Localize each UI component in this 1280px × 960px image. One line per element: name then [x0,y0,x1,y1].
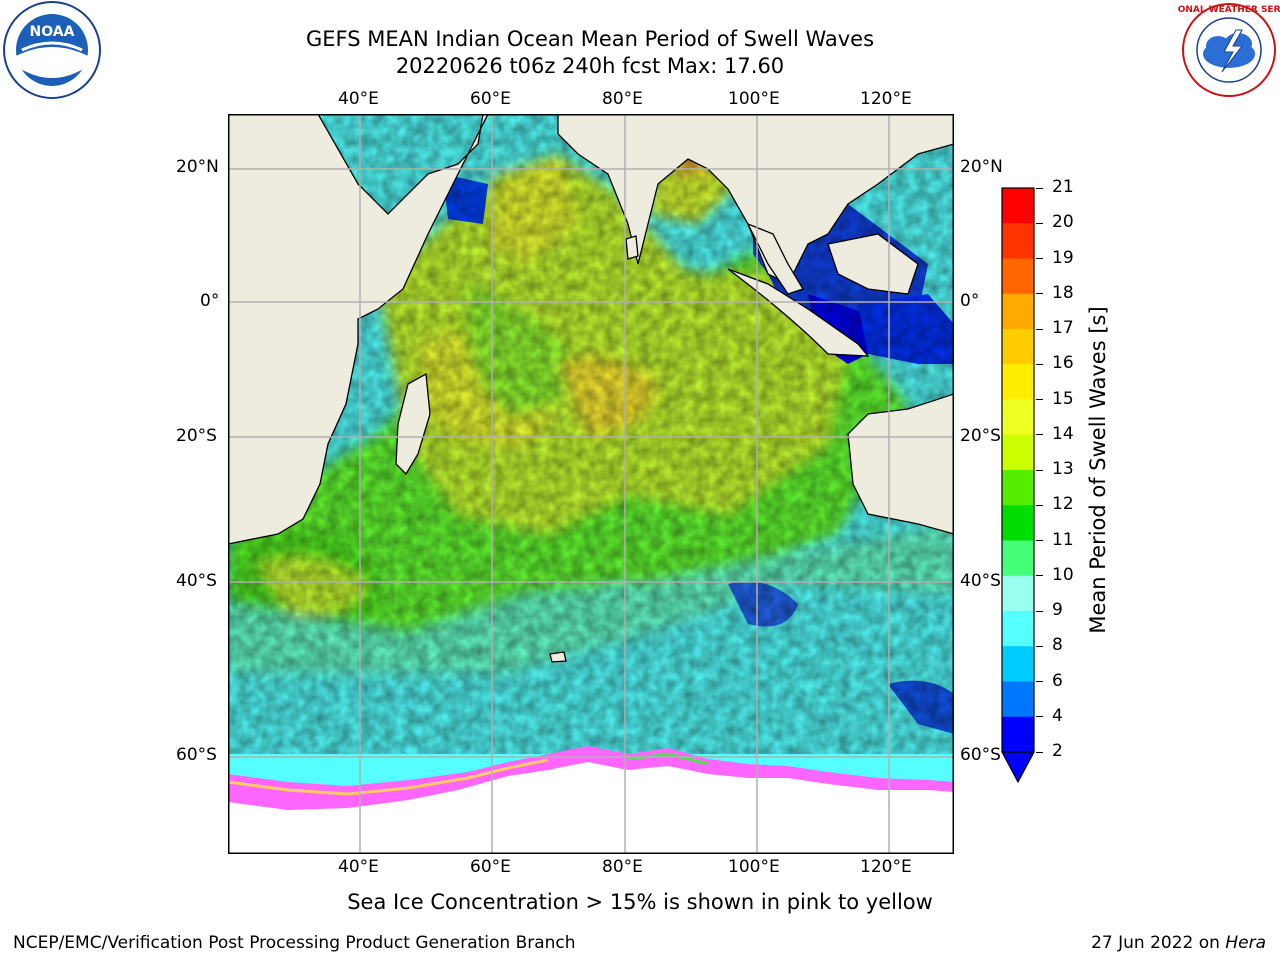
lat-label-right-0: 0° [960,291,980,311]
colorbar-band [1002,611,1034,647]
colorbar-tick-mark [1036,363,1043,365]
map-title: GEFS MEAN Indian Ocean Mean Period of Sw… [305,27,875,51]
lat-label-right-20s: 20°S [960,426,1001,446]
colorbar-tick-label: 13 [1052,459,1074,479]
lat-label-right-60s: 60°S [960,745,1001,765]
colorbar-tick-mark [1036,258,1043,259]
colorbar-tick-label: 10 [1052,564,1074,585]
colorbar-band [1002,223,1034,259]
graticule [228,114,954,854]
lat-label-left-60s: 60°S [176,745,217,765]
colorbar-tick-mark [1036,469,1043,471]
colorbar-tick-mark [1036,716,1043,718]
colorbar-tick-mark [1036,610,1043,612]
nws-logo-text: NATIONAL WEATHER SERVICE [1178,5,1280,15]
colorbar-band [1002,434,1034,471]
noaa-logo: NOAA [0,0,104,104]
colorbar-band [1002,716,1034,753]
colorbar-tick-label: 14 [1052,423,1074,444]
lon-label-bottom-100e: 100°E [728,857,780,877]
colorbar-band [1002,505,1034,541]
lat-label-left-20n: 20°N [176,157,219,177]
colorbar-tick-mark [1036,575,1043,577]
lon-label-top-60e: 60°E [470,89,511,109]
colorbar-tick-mark [1036,328,1043,330]
nws-logo: NATIONAL WEATHER SERVICE [1154,0,1280,100]
colorbar-band [1002,540,1034,577]
colorbar-tick-mark [1036,681,1043,682]
colorbar-band [1002,329,1034,365]
lat-label-left-40s: 40°S [176,571,217,591]
lon-label-top-80e: 80°E [602,89,643,109]
colorbar-tick-mark [1036,187,1043,189]
lon-label-top-100e: 100°E [728,89,780,109]
colorbar-frame [1001,187,1035,753]
lon-label-bottom-60e: 60°E [470,857,511,877]
colorbar-tick-label: 20 [1052,212,1074,233]
date-text: 27 Jun 2022 on Hera [1091,933,1266,953]
colorbar-band [1002,364,1034,400]
colorbar-tick-mark [1036,751,1043,753]
colorbar-tick-mark [1036,293,1043,295]
lat-label-left-0: 0° [200,291,220,311]
colorbar-tick-mark [1036,504,1043,506]
colorbar-tick-label: 4 [1052,705,1063,726]
colorbar-tick-mark [1036,645,1043,647]
lon-label-top-40e: 40°E [338,89,379,109]
lat-label-right-20n: 20°N [960,157,1003,177]
sea-ice-band [228,746,954,854]
colorbar-band [1002,293,1034,330]
colorbar-tick-label: 15 [1052,388,1074,409]
lon-label-bottom-120e: 120°E [860,857,912,877]
colorbar-tick-mark [1036,222,1043,224]
colorbar-label: Mean Period of Swell Waves [s] [1086,306,1110,634]
noaa-logo-text: NOAA [30,24,75,40]
colorbar-tick-mark [1036,399,1043,400]
colorbar [1000,186,1036,786]
colorbar-band [1002,470,1034,506]
colorbar-tick-label: 11 [1052,529,1074,550]
map-subtitle: 20220626 t06z 240h fcst Max: 17.60 [395,54,785,78]
colorbar-tick-mark [1036,434,1043,436]
lat-label-left-20s: 20°S [176,426,217,446]
colorbar-tick-label: 16 [1052,353,1074,374]
colorbar-tick-mark [1036,540,1043,541]
lon-label-bottom-40e: 40°E [338,857,379,877]
lat-label-right-40s: 40°S [960,571,1001,591]
colorbar-band [1002,399,1034,436]
colorbar-tick-label: 6 [1052,670,1063,691]
colorbar-tick-label: 9 [1052,600,1063,620]
lon-label-bottom-80e: 80°E [602,857,643,877]
colorbar-extend-triangle [1001,751,1035,784]
date-host: Hera [1225,933,1266,953]
colorbar-tick-label: 18 [1052,282,1074,303]
colorbar-tick-label: 21 [1052,177,1074,197]
lon-label-top-120e: 120°E [860,89,912,109]
credit-text: NCEP/EMC/Verification Post Processing Pr… [13,933,576,953]
colorbar-tick-label: 12 [1052,494,1074,515]
sea-ice-caption-text: Sea Ice Concentration > 15% is shown in … [347,890,933,914]
map-frame [228,114,954,854]
colorbar-tick-label: 2 [1052,741,1063,761]
colorbar-band [1002,575,1034,612]
colorbar-tick-label: 19 [1052,247,1074,268]
colorbar-band [1002,188,1034,224]
colorbar-tick-label: 17 [1052,318,1074,338]
colorbar-band [1002,258,1034,295]
map-plot [228,114,954,854]
colorbar-band [1002,681,1034,718]
colorbar-band [1002,646,1034,682]
colorbar-tick-label: 8 [1052,635,1063,656]
sea-ice-caption: Sea Ice Concentration > 15% is shown in … [0,890,1280,914]
date-prefix: 27 Jun 2022 on [1091,933,1226,953]
